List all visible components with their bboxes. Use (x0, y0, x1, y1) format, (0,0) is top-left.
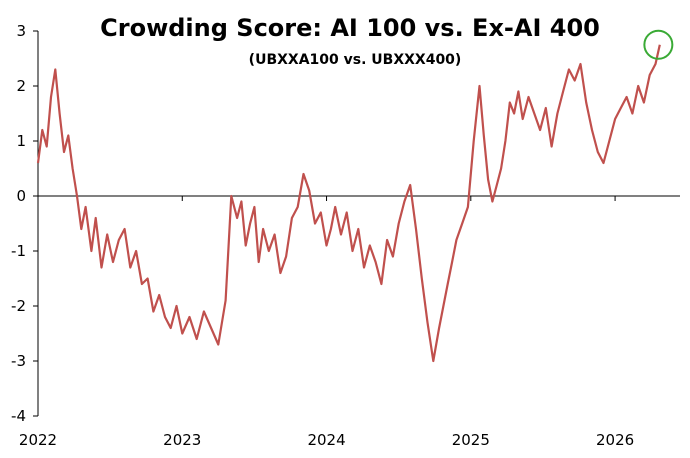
y-tick-label: 0 (16, 187, 26, 205)
chart-subtitle: (UBXXA100 vs. UBXXX400) (249, 52, 462, 68)
y-tick-label: -3 (11, 352, 26, 370)
y-axis: 3 2 1 0 -1 -2 -3 -4 (11, 22, 39, 425)
chart-title: Crowding Score: AI 100 vs. Ex-AI 400 (100, 14, 600, 42)
y-tick-label: -1 (11, 242, 26, 260)
x-tick-label: 2024 (307, 431, 345, 449)
x-tick-label: 2026 (596, 431, 634, 449)
y-tick-label: -2 (11, 297, 26, 315)
x-tick-label: 2023 (163, 431, 201, 449)
highlight-circle (643, 29, 674, 60)
x-tick-label: 2022 (19, 431, 57, 449)
y-tick-label: 3 (16, 22, 26, 40)
plot-area (36, 29, 674, 363)
y-tick-label: 1 (16, 132, 26, 150)
series-line (36, 44, 661, 363)
y-tick-label: 2 (16, 77, 26, 95)
x-axis: 2022 2023 2024 2025 2026 (19, 195, 680, 449)
y-tick-label: -4 (11, 407, 26, 425)
x-tick-label: 2025 (452, 431, 490, 449)
